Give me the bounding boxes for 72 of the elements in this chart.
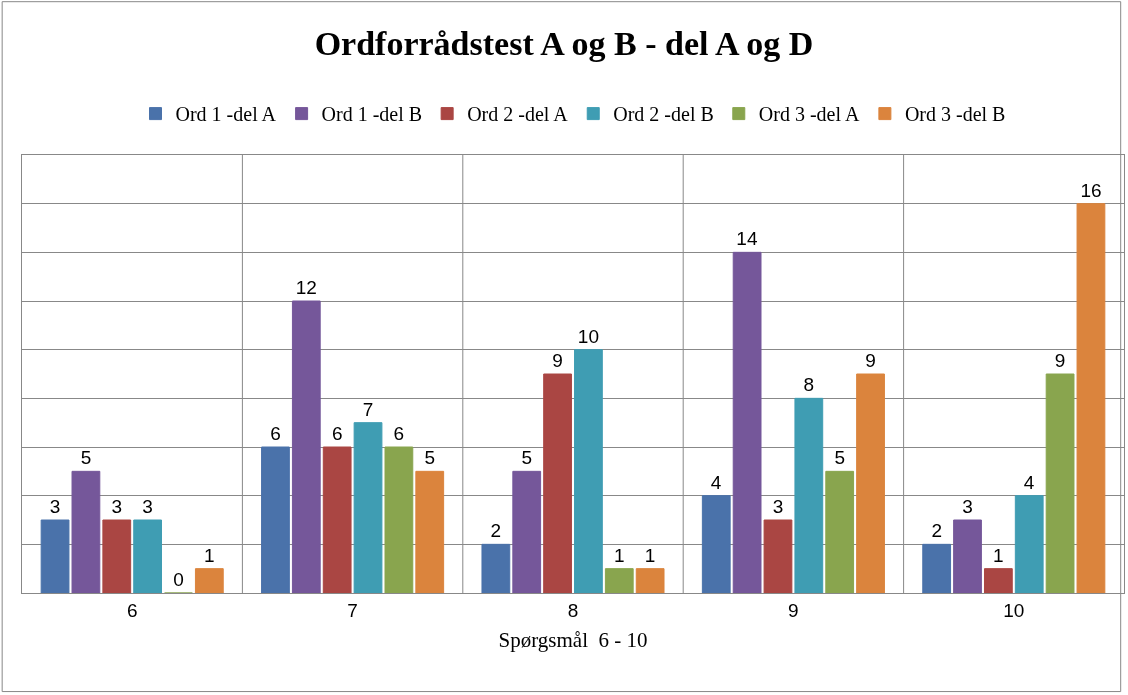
bar <box>322 446 352 593</box>
bar <box>953 519 982 593</box>
chart-title: Ordforrådstest A og B - del A og D <box>314 25 814 63</box>
legend-label: Ord 2 -del A <box>467 103 569 126</box>
data-label: 4 <box>710 471 722 493</box>
bar <box>194 568 224 593</box>
bar <box>635 568 665 593</box>
x-tick-label: 8 <box>567 599 579 621</box>
bar <box>1045 373 1075 593</box>
data-label: 1 <box>614 544 625 566</box>
data-label: 9 <box>1054 350 1066 371</box>
bar <box>415 470 445 593</box>
data-label: 5 <box>80 447 92 469</box>
bar <box>1014 495 1044 593</box>
bar <box>825 470 855 593</box>
x-tick-label: 7 <box>347 599 358 621</box>
x-tick-label: 6 <box>126 599 138 621</box>
bar <box>102 519 132 593</box>
bar <box>922 543 952 593</box>
data-label: 5 <box>834 447 845 469</box>
data-label: 0 <box>173 569 184 590</box>
data-label: 3 <box>142 496 153 517</box>
data-label: 10 <box>577 325 599 347</box>
bar <box>481 543 511 593</box>
bar <box>856 373 885 593</box>
data-label: 14 <box>736 228 758 250</box>
data-label: 1 <box>204 544 215 566</box>
bar <box>763 519 793 593</box>
bar <box>512 470 542 593</box>
bar <box>291 300 321 593</box>
data-label: 4 <box>1023 471 1035 493</box>
data-label: 12 <box>295 277 317 298</box>
data-label: 3 <box>772 496 784 517</box>
bar <box>133 519 163 593</box>
bar <box>543 373 572 593</box>
bar <box>353 422 383 593</box>
bar <box>71 470 101 593</box>
data-label: 5 <box>424 447 436 469</box>
data-label: 1 <box>644 544 656 566</box>
legend-label: Ord 1 -del B <box>321 103 423 126</box>
data-label: 9 <box>865 350 876 371</box>
legend-label: Ord 1 -del A <box>175 103 277 126</box>
data-label: 6 <box>270 423 281 444</box>
data-label: 5 <box>521 447 532 469</box>
data-label: 6 <box>331 423 343 444</box>
legend-label: Ord 3 -del B <box>904 103 1006 126</box>
bar <box>983 568 1013 593</box>
data-label: 9 <box>552 350 563 371</box>
bar <box>574 349 603 593</box>
data-label: 1 <box>993 544 1004 566</box>
bar <box>794 397 824 593</box>
legend-label: Ord 2 -del B <box>613 103 714 126</box>
x-tick-label: 10 <box>1003 599 1025 621</box>
x-axis-title: Spørgsmål 6 - 10 <box>498 628 648 652</box>
legend-label: Ord 3 -del A <box>758 103 860 126</box>
data-label: 6 <box>393 423 405 444</box>
bar <box>604 568 634 593</box>
data-label: 3 <box>49 496 61 517</box>
data-label: 16 <box>1080 179 1102 201</box>
data-label: 3 <box>962 496 973 517</box>
bar <box>1076 203 1106 593</box>
data-label: 7 <box>362 398 374 420</box>
data-label: 3 <box>111 496 123 517</box>
data-label: 8 <box>803 374 815 396</box>
data-label: 2 <box>490 520 502 542</box>
x-tick-label: 9 <box>788 599 799 621</box>
bar <box>701 495 731 593</box>
bar <box>732 251 762 593</box>
bar <box>384 446 414 593</box>
bar <box>261 446 290 593</box>
data-label: 2 <box>931 520 942 542</box>
bar <box>40 519 70 593</box>
